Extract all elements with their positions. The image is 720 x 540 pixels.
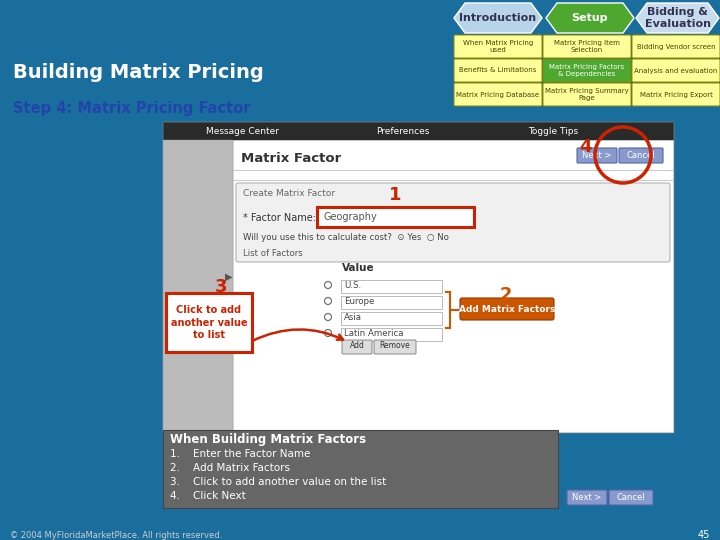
Text: Europe: Europe xyxy=(344,298,374,307)
Polygon shape xyxy=(454,3,542,33)
Text: 45: 45 xyxy=(698,530,710,540)
FancyBboxPatch shape xyxy=(567,490,607,505)
Text: Cancel: Cancel xyxy=(626,151,655,159)
Text: Geography: Geography xyxy=(323,212,377,222)
Circle shape xyxy=(325,298,331,305)
Polygon shape xyxy=(636,3,719,33)
FancyBboxPatch shape xyxy=(163,140,233,432)
FancyBboxPatch shape xyxy=(632,59,720,82)
Text: U.S.: U.S. xyxy=(344,281,361,291)
Text: 3.    Click to add another value on the list: 3. Click to add another value on the lis… xyxy=(170,477,386,487)
FancyBboxPatch shape xyxy=(341,295,441,308)
FancyBboxPatch shape xyxy=(163,122,673,432)
FancyBboxPatch shape xyxy=(163,430,558,508)
FancyBboxPatch shape xyxy=(454,35,542,58)
FancyBboxPatch shape xyxy=(341,327,441,341)
FancyBboxPatch shape xyxy=(619,148,663,163)
FancyBboxPatch shape xyxy=(454,83,542,106)
FancyBboxPatch shape xyxy=(632,35,720,58)
Text: Matrix Pricing Database: Matrix Pricing Database xyxy=(456,91,539,98)
Text: Value: Value xyxy=(342,263,374,273)
Text: Analysis and evaluation: Analysis and evaluation xyxy=(634,68,718,73)
Text: Add Matrix Factors: Add Matrix Factors xyxy=(459,305,555,314)
FancyBboxPatch shape xyxy=(460,298,554,320)
Text: Will you use this to calculate cost?  ⊙ Yes  ○ No: Will you use this to calculate cost? ⊙ Y… xyxy=(243,233,449,242)
FancyBboxPatch shape xyxy=(374,340,416,354)
FancyBboxPatch shape xyxy=(543,83,631,106)
Text: Bidding Vendor screen: Bidding Vendor screen xyxy=(636,44,715,50)
Text: Toggle Tips: Toggle Tips xyxy=(528,126,578,136)
Text: © 2004 MyFloridaMarketPlace. All rights reserved.: © 2004 MyFloridaMarketPlace. All rights … xyxy=(10,530,222,539)
Text: Setup: Setup xyxy=(572,13,608,23)
Circle shape xyxy=(325,281,331,288)
Polygon shape xyxy=(546,3,634,33)
Text: Latin America: Latin America xyxy=(344,329,403,339)
Text: Introduction: Introduction xyxy=(459,13,536,23)
FancyBboxPatch shape xyxy=(632,83,720,106)
Text: 4: 4 xyxy=(579,138,591,156)
Text: Add: Add xyxy=(350,341,364,350)
FancyBboxPatch shape xyxy=(341,280,441,293)
Text: Preferences: Preferences xyxy=(377,126,430,136)
Circle shape xyxy=(325,314,331,321)
Text: Building Matrix Pricing: Building Matrix Pricing xyxy=(13,64,264,83)
Text: Step 4: Matrix Pricing Factor: Step 4: Matrix Pricing Factor xyxy=(13,100,251,116)
Text: When Matrix Pricing
used: When Matrix Pricing used xyxy=(463,40,533,53)
FancyBboxPatch shape xyxy=(317,207,474,227)
FancyBboxPatch shape xyxy=(543,59,631,82)
Text: Matrix Pricing Item
Selection: Matrix Pricing Item Selection xyxy=(554,40,620,53)
FancyBboxPatch shape xyxy=(236,183,670,262)
Text: Cancel: Cancel xyxy=(617,492,645,502)
Text: ▶: ▶ xyxy=(225,272,233,282)
Text: 2.    Add Matrix Factors: 2. Add Matrix Factors xyxy=(170,463,290,473)
FancyBboxPatch shape xyxy=(454,59,542,82)
Text: Next >: Next > xyxy=(572,492,602,502)
FancyBboxPatch shape xyxy=(609,490,653,505)
Text: Matrix Pricing Factors
& Dependencies: Matrix Pricing Factors & Dependencies xyxy=(549,64,624,77)
FancyBboxPatch shape xyxy=(341,312,441,325)
Text: When Building Matrix Factors: When Building Matrix Factors xyxy=(170,434,366,447)
Text: * Factor Name:: * Factor Name: xyxy=(243,213,316,223)
Text: Next >: Next > xyxy=(582,151,612,159)
FancyBboxPatch shape xyxy=(543,35,631,58)
Text: Create Matrix Factor: Create Matrix Factor xyxy=(243,188,335,198)
Text: 1.    Enter the Factor Name: 1. Enter the Factor Name xyxy=(170,449,310,459)
FancyBboxPatch shape xyxy=(166,293,252,352)
Text: Benefits & Limitations: Benefits & Limitations xyxy=(459,68,536,73)
Text: Remove: Remove xyxy=(379,341,410,350)
FancyBboxPatch shape xyxy=(577,148,617,163)
Text: List of Factors: List of Factors xyxy=(243,248,302,258)
Text: 2: 2 xyxy=(500,286,512,304)
Text: Click to add
another value
to list: Click to add another value to list xyxy=(171,305,247,340)
Text: Matrix Pricing Export: Matrix Pricing Export xyxy=(639,91,712,98)
Text: 1: 1 xyxy=(390,186,402,204)
Circle shape xyxy=(325,329,331,336)
Text: Message Center: Message Center xyxy=(207,126,279,136)
FancyBboxPatch shape xyxy=(342,340,372,354)
Text: 3: 3 xyxy=(215,278,228,296)
FancyBboxPatch shape xyxy=(233,140,673,432)
Text: 4.    Click Next: 4. Click Next xyxy=(170,491,246,501)
Text: Asia: Asia xyxy=(344,314,362,322)
Text: Matrix Factor: Matrix Factor xyxy=(241,152,341,165)
Text: Matrix Pricing Summary
Page: Matrix Pricing Summary Page xyxy=(545,88,629,101)
FancyBboxPatch shape xyxy=(163,122,673,140)
Text: Bidding &
Evaluation: Bidding & Evaluation xyxy=(644,7,711,29)
